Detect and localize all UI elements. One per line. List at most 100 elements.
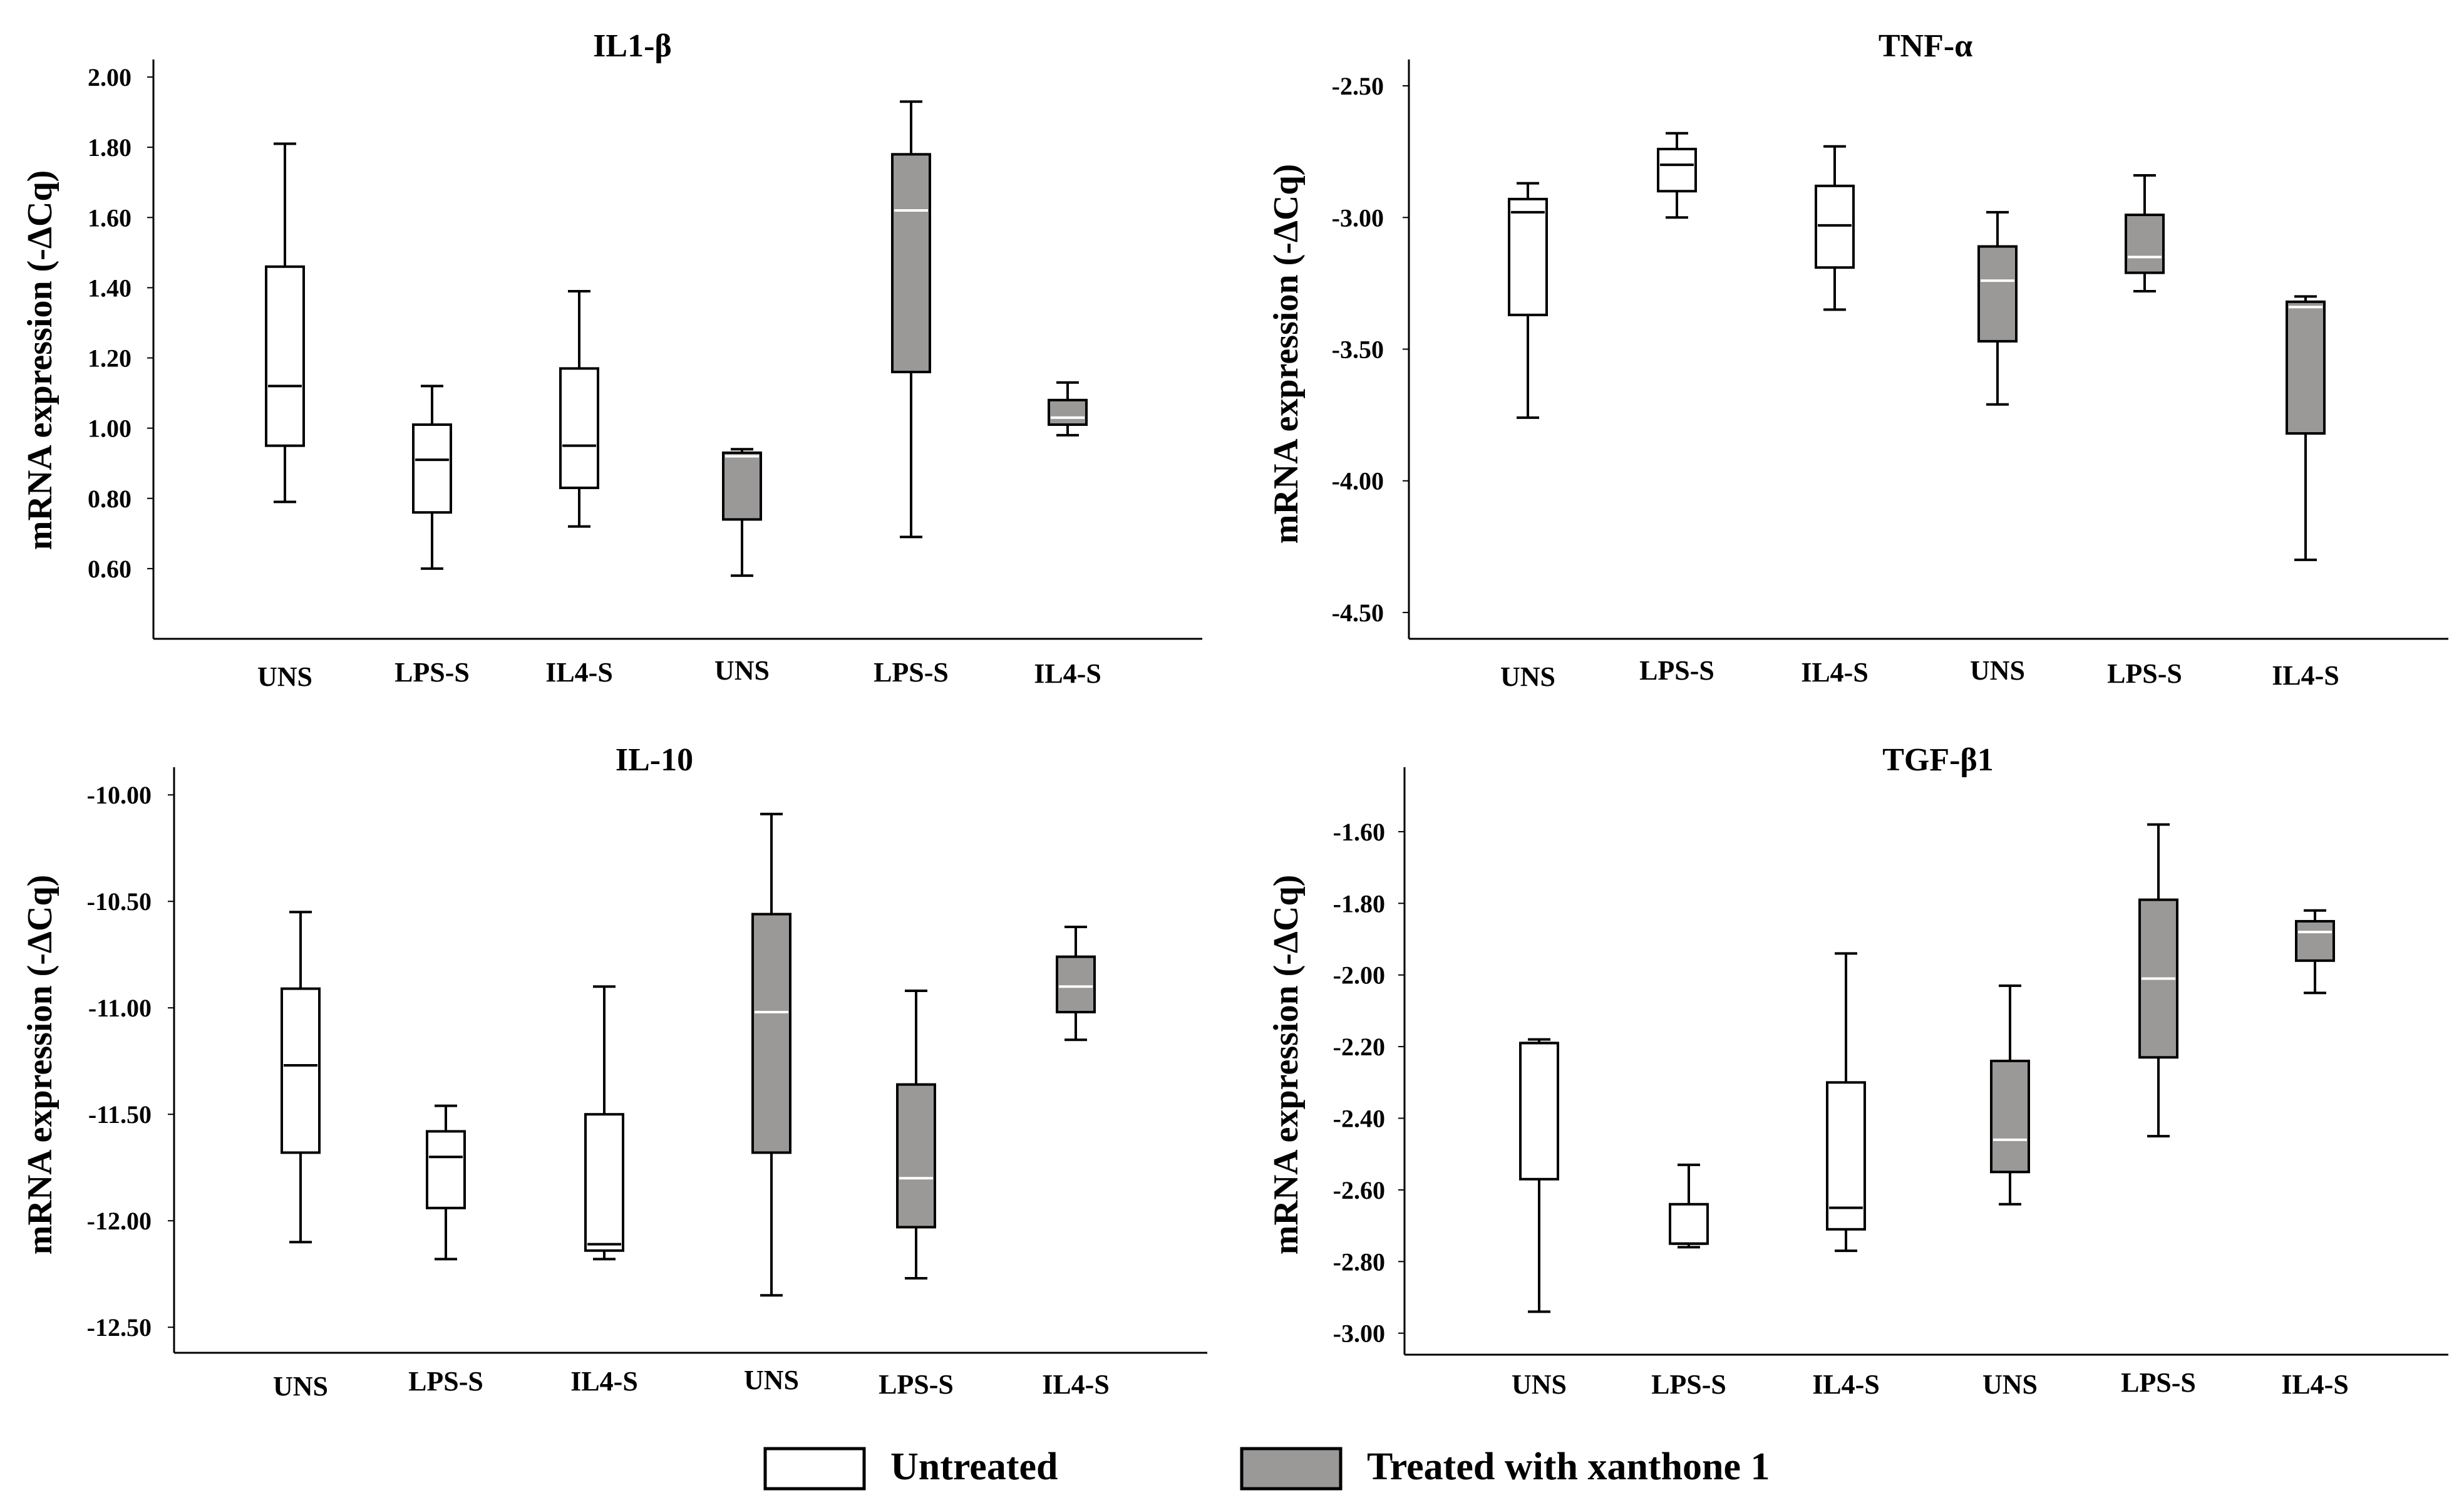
box-untreated-lps-s <box>412 385 452 570</box>
y-tick-label: -12.00 <box>87 1207 152 1235</box>
box-iqr <box>751 913 791 1154</box>
y-tick-label: 1.80 <box>88 133 131 162</box>
box-series <box>1508 132 2326 561</box>
box-iqr <box>2286 300 2326 435</box>
box-iqr <box>412 423 452 514</box>
y-tick-label: -3.00 <box>1332 204 1384 232</box>
y-tick-label: -3.50 <box>1332 336 1384 364</box>
box-iqr <box>1826 1081 1866 1231</box>
box-iqr <box>584 1113 624 1252</box>
box-iqr <box>896 1083 936 1229</box>
y-tick-label: 2.00 <box>88 63 131 91</box>
x-category-label: IL4-S <box>1812 1369 1880 1400</box>
box-treated-il4-s <box>1048 381 1088 437</box>
x-category-label: IL4-S <box>1801 657 1869 688</box>
box-treated-il4-s <box>2286 295 2326 561</box>
axes <box>1403 767 2448 1356</box>
box-treated-uns <box>722 448 762 577</box>
y-tick-label: -4.00 <box>1332 467 1384 495</box>
x-category-label: UNS <box>1982 1369 2038 1400</box>
axes <box>152 59 1202 640</box>
box-iqr <box>2295 919 2335 962</box>
box-iqr <box>722 451 762 521</box>
chart-panel-tnf-alpha: TNF-α mRNA expression (-ΔCq) -2.50-3.00-… <box>1267 28 2448 692</box>
y-tick-label: -2.40 <box>1333 1105 1385 1133</box>
x-category-labels: UNS LPS-S IL4-S UNS LPS-S IL4-S <box>257 655 1101 692</box>
box-treated-lps-s <box>891 100 931 539</box>
chart-panel-il-10: IL-10 mRNA expression (-ΔCq) -10.00 -10.5… <box>21 742 1207 1402</box>
x-category-label: IL4-S <box>545 657 613 688</box>
y-tick-label: 1.20 <box>88 344 131 373</box>
x-category-label: UNS <box>257 661 312 692</box>
y-ticks: -2.50 -3.00 -3.50 -4.00 -4.50 <box>1332 72 1409 627</box>
y-ticks: -10.00 -10.50 -11.00 -11.50 -12.00 -12.50 <box>87 781 174 1342</box>
y-tick-label: -1.60 <box>1333 818 1385 846</box>
box-untreated-uns <box>281 911 321 1244</box>
box-untreated-uns <box>265 142 305 504</box>
box-iqr <box>559 367 599 489</box>
x-category-label: LPS-S <box>874 657 949 688</box>
x-category-label: UNS <box>1970 655 2025 686</box>
y-tick-label: -2.80 <box>1333 1248 1385 1276</box>
box-untreated-il4-s <box>559 290 599 528</box>
box-iqr <box>1519 1042 1559 1181</box>
box-treated-lps-s <box>2125 174 2165 292</box>
y-tick-label: -10.50 <box>87 887 152 916</box>
chart-panel-il1-beta: IL1-β mRNA expression (-ΔCq) 2.00 1.80 1.6… <box>21 28 1202 692</box>
x-category-label: UNS <box>1500 661 1555 692</box>
box-treated-lps-s <box>896 990 936 1280</box>
x-category-label: LPS-S <box>2121 1367 2196 1398</box>
x-category-label: IL4-S <box>570 1366 638 1397</box>
axes <box>173 767 1207 1354</box>
legend-label-treated: Treated with xanthone 1 <box>1367 1445 1770 1488</box>
x-category-label: LPS-S <box>408 1366 483 1397</box>
x-category-label: IL4-S <box>1034 658 1101 689</box>
box-untreated-lps-s <box>1657 132 1697 219</box>
box-treated-lps-s <box>2138 823 2178 1138</box>
box-iqr <box>1508 197 1548 316</box>
box-iqr <box>281 987 321 1154</box>
box-series <box>281 812 1096 1297</box>
box-iqr <box>1669 1202 1709 1245</box>
x-category-label: IL4-S <box>2272 660 2339 691</box>
y-tick-label: -2.60 <box>1333 1176 1385 1204</box>
y-tick-label: -2.50 <box>1332 72 1384 100</box>
box-treated-il4-s <box>1056 926 1096 1042</box>
x-category-label: LPS-S <box>879 1369 954 1400</box>
x-category-label: UNS <box>273 1371 328 1402</box>
box-iqr <box>2125 214 2165 274</box>
x-category-label: UNS <box>744 1365 799 1395</box>
y-tick-label: 1.00 <box>88 415 131 443</box>
box-untreated-lps-s <box>426 1104 466 1261</box>
box-untreated-uns <box>1508 182 1548 419</box>
box-untreated-il4-s <box>1826 952 1866 1253</box>
y-tick-label: -4.50 <box>1332 599 1384 627</box>
x-category-label: LPS-S <box>1651 1369 1726 1400</box>
box-untreated-lps-s <box>1669 1163 1709 1249</box>
x-category-labels: UNS LPS-S IL4-S UNS LPS-S IL4-S <box>1500 655 2339 692</box>
box-untreated-il4-s <box>1815 145 1855 311</box>
y-tick-label: 1.60 <box>88 204 131 232</box>
y-tick-label: 1.40 <box>88 274 131 302</box>
y-tick-label: -2.00 <box>1333 961 1385 990</box>
panel-title: IL-10 <box>616 742 693 778</box>
box-treated-il4-s <box>2295 909 2335 995</box>
y-ticks: 2.00 1.80 1.60 1.40 1.20 1.00 0.80 0.60 <box>88 63 153 583</box>
x-category-label: LPS-S <box>394 657 470 688</box>
x-category-label: LPS-S <box>2107 658 2182 689</box>
box-untreated-il4-s <box>584 985 624 1261</box>
box-iqr <box>1815 184 1855 269</box>
y-axis-title: mRNA expression (-ΔCq) <box>1267 164 1306 544</box>
box-treated-uns <box>1977 210 2018 406</box>
chart-panel-tgf-beta1: TGF-β1 mRNA expression (-ΔCq) -1.60 -1.80… <box>1267 742 2448 1400</box>
box-iqr <box>1977 245 2018 343</box>
y-tick-label: -11.00 <box>88 994 152 1022</box>
box-treated-uns <box>751 812 791 1297</box>
y-tick-label: -12.50 <box>87 1313 152 1342</box>
panel-title: IL1-β <box>593 28 672 64</box>
panel-title: TNF-α <box>1879 28 1972 64</box>
y-tick-label: -11.50 <box>88 1100 152 1129</box>
box-untreated-uns <box>1519 1038 1559 1313</box>
y-ticks: -1.60 -1.80 -2.00 -2.20 -2.40 -2.60 -2.80 -3.00 <box>1333 818 1405 1348</box>
